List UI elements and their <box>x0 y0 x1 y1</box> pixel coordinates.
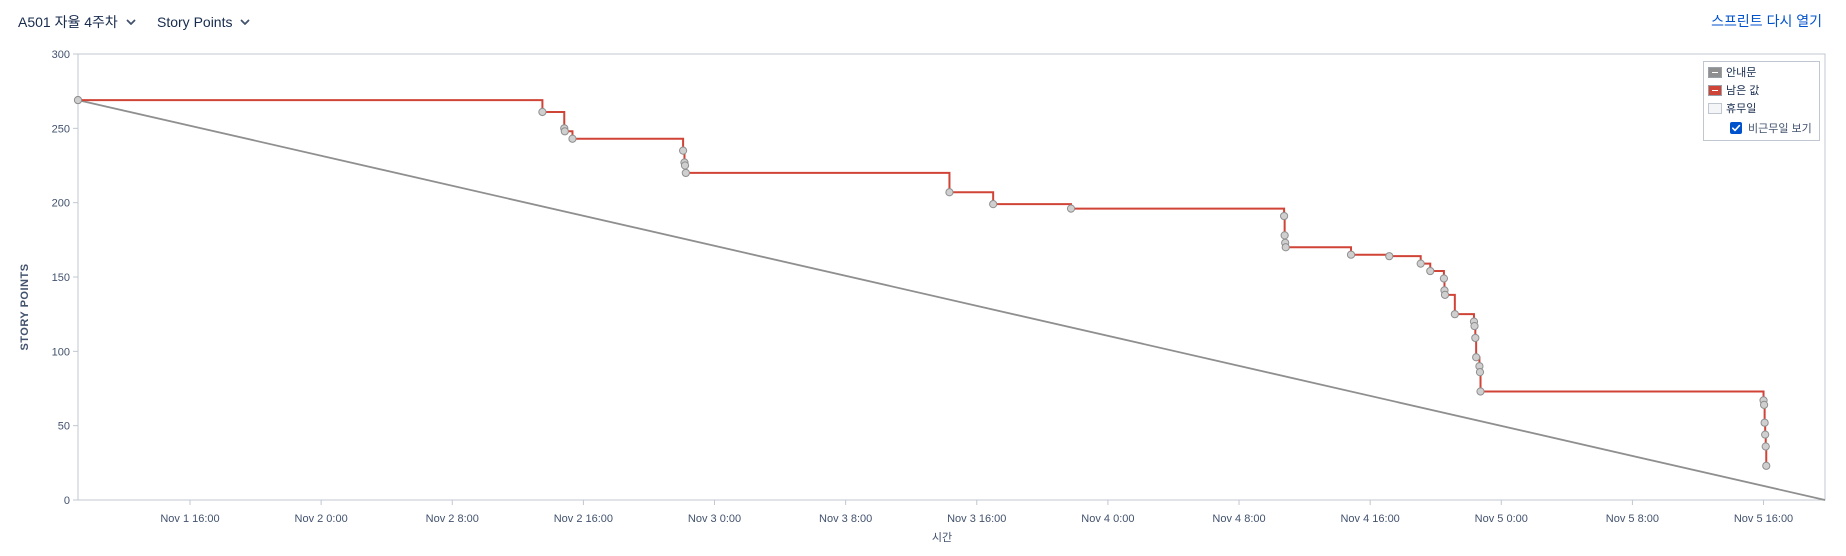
data-point-marker <box>1279 211 1289 221</box>
y-tick-label: 300 <box>52 49 70 61</box>
data-point-marker <box>1346 250 1356 259</box>
sprint-select-dropdown[interactable]: A501 자율 4주차 <box>18 11 138 33</box>
y-tick-label: 250 <box>52 123 70 135</box>
series-layer <box>73 95 1826 501</box>
data-point-marker <box>945 188 954 197</box>
data-point-marker <box>568 134 577 143</box>
start-point-marker <box>73 95 83 105</box>
x-tick-label: Nov 3 16:00 <box>947 513 1006 525</box>
chart-toolbar: A501 자율 4주차 Story Points 스프린트 다시 열기 <box>0 0 1846 44</box>
data-point-marker <box>680 161 690 170</box>
x-tick-label: Nov 5 16:00 <box>1734 513 1793 525</box>
x-tick-label: Nov 3 0:00 <box>688 513 741 525</box>
y-tick-label: 150 <box>52 272 70 284</box>
legend-label-guideline: 안내문 <box>1726 67 1757 79</box>
legend-swatch-non-working-days <box>1708 102 1722 114</box>
plot-border <box>77 53 1826 501</box>
series-guideline <box>77 99 1826 501</box>
legend-swatch-guideline <box>1708 66 1722 78</box>
chevron-down-icon <box>126 19 136 25</box>
estimation-metric-label: Story Points <box>157 14 233 30</box>
legend-label-non-working-days: 휴무일 <box>1726 103 1757 115</box>
reopen-sprint-link[interactable]: 스프린트 다시 열기 <box>1711 13 1822 29</box>
data-point-marker <box>1450 310 1459 319</box>
x-tick-label: Nov 4 0:00 <box>1081 513 1134 525</box>
data-point-marker <box>1440 290 1450 299</box>
plot-area <box>77 53 1826 501</box>
burndown-chart: 0 50 100 150 200 250 300 Nov 1 16:00 Nov 2 0:00… <box>19 49 1826 544</box>
data-point-marker <box>1759 400 1769 409</box>
data-point-marker <box>1281 243 1290 252</box>
x-tick-label: Nov 5 8:00 <box>1606 513 1659 525</box>
legend-item-non-working-days: 휴무일 <box>1708 100 1756 116</box>
data-point-marker <box>681 168 690 178</box>
y-tick-label: 200 <box>52 198 70 210</box>
data-point-marker <box>1470 321 1479 331</box>
x-tick-label: Nov 2 16:00 <box>554 513 613 525</box>
data-point-marker <box>678 146 688 155</box>
chart-legend: 안내문 남은 값 휴무일 비근무일 보기 <box>1703 61 1820 141</box>
x-axis: Nov 1 16:00 Nov 2 0:00 Nov 2 8:00 Nov 2 16:… <box>160 500 1793 525</box>
data-point-marker <box>1760 418 1769 427</box>
data-point-marker <box>989 200 998 209</box>
legend-swatch-remaining <box>1708 84 1722 96</box>
data-point-marker <box>1476 387 1485 396</box>
y-tick-label: 100 <box>52 346 70 358</box>
data-point-marker <box>1761 442 1770 451</box>
data-point-marker <box>1471 333 1480 343</box>
data-point-marker <box>1761 430 1770 439</box>
data-point-marker <box>538 107 547 117</box>
x-axis-title: 시간 <box>932 531 952 544</box>
x-tick-label: Nov 2 0:00 <box>295 513 348 525</box>
estimation-metric-dropdown[interactable]: Story Points <box>157 11 252 33</box>
data-point-marker <box>1416 259 1425 268</box>
data-point-marker <box>1280 231 1289 240</box>
show-non-working-days-checkbox[interactable] <box>1730 122 1742 134</box>
chevron-down-icon <box>241 19 250 25</box>
x-tick-label: Nov 3 8:00 <box>819 513 872 525</box>
x-tick-label: Nov 4 16:00 <box>1340 513 1399 525</box>
data-point-marker <box>1385 252 1394 261</box>
data-point-marker <box>1426 266 1435 276</box>
x-tick-label: Nov 5 0:00 <box>1475 513 1528 525</box>
legend-label-remaining: 남은 값 <box>1726 85 1760 97</box>
x-tick-label: Nov 1 16:00 <box>160 513 219 525</box>
legend-item-guideline: 안내문 <box>1708 64 1756 80</box>
data-point-marker <box>1762 461 1771 470</box>
data-point-marker <box>1439 274 1449 283</box>
sprint-select-label: A501 자율 4주차 <box>18 14 118 30</box>
x-tick-label: Nov 2 8:00 <box>426 513 479 525</box>
y-axis: 0 50 100 150 200 250 300 <box>52 49 78 507</box>
show-non-working-days-toggle[interactable]: 비근무일 보기 <box>1730 120 1812 136</box>
x-tick-label: Nov 4 8:00 <box>1212 513 1265 525</box>
y-tick-label: 50 <box>58 421 70 433</box>
data-point-marker <box>1472 353 1481 362</box>
y-axis-title: STORY POINTS <box>19 263 31 350</box>
data-point-marker <box>1066 204 1076 213</box>
legend-item-remaining: 남은 값 <box>1708 82 1759 98</box>
guideline-line <box>77 99 1826 501</box>
show-non-working-days-label: 비근무일 보기 <box>1748 123 1812 135</box>
y-tick-label: 0 <box>64 495 70 507</box>
checkmark-icon <box>1732 124 1741 132</box>
data-point-marker <box>560 127 569 136</box>
data-point-marker <box>1475 368 1485 377</box>
